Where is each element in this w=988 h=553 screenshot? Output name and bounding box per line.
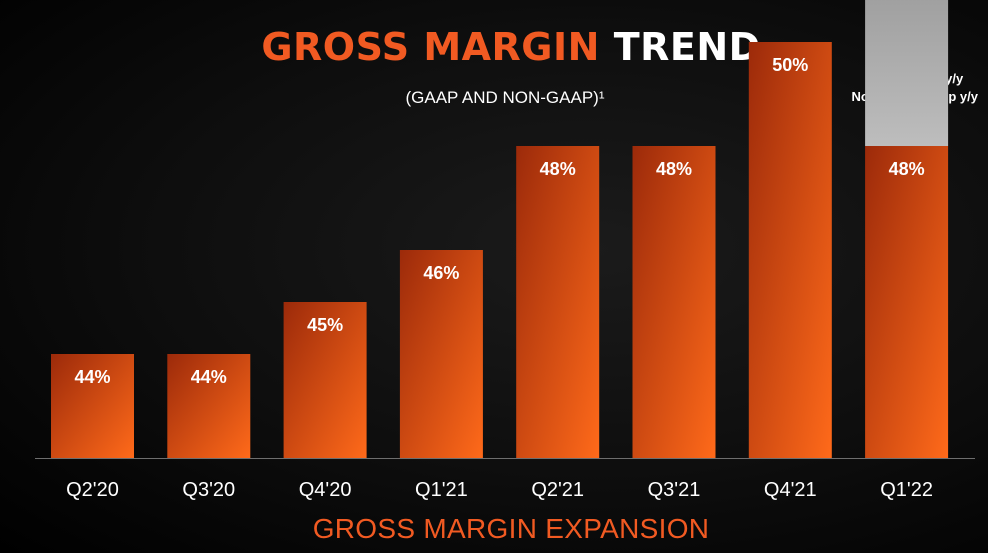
bar	[516, 146, 600, 458]
bar-value-label: 48%	[656, 159, 692, 179]
bar-value-label: 45%	[307, 315, 343, 335]
bar	[632, 146, 716, 458]
bar	[167, 354, 251, 458]
bar	[399, 250, 483, 458]
x-tick-label: Q4'20	[299, 479, 352, 501]
x-tick-label: Q4'21	[764, 479, 817, 501]
bar-value-label: 48%	[540, 159, 576, 179]
x-tick-label: Q2'20	[66, 479, 119, 501]
bar-value-label: 46%	[423, 263, 459, 283]
slide-title: GROSS MARGIN TREND	[0, 28, 988, 66]
bar	[748, 42, 832, 458]
bar-nongaap	[865, 0, 949, 146]
slide-subtitle: (GAAP AND NON-GAAP)¹	[405, 88, 605, 107]
bar-value-label: 50%	[772, 55, 808, 75]
x-tick-label: Q3'20	[182, 479, 235, 501]
title-rest: TREND	[613, 25, 761, 69]
bar-value-label: 48%	[889, 159, 925, 179]
x-tick-label: Q1'22	[880, 479, 933, 501]
bar	[283, 302, 367, 458]
bar	[865, 146, 949, 458]
title-highlight: GROSS MARGIN	[261, 25, 600, 69]
x-tick-label: Q1'21	[415, 479, 468, 501]
bar-value-label: 44%	[191, 367, 227, 387]
x-tick-label: Q3'21	[648, 479, 701, 501]
bar-value-label: 44%	[74, 367, 110, 387]
bar	[51, 354, 134, 458]
slide-footer: GROSS MARGIN EXPANSION	[312, 513, 710, 544]
x-tick-label: Q2'21	[531, 479, 584, 501]
